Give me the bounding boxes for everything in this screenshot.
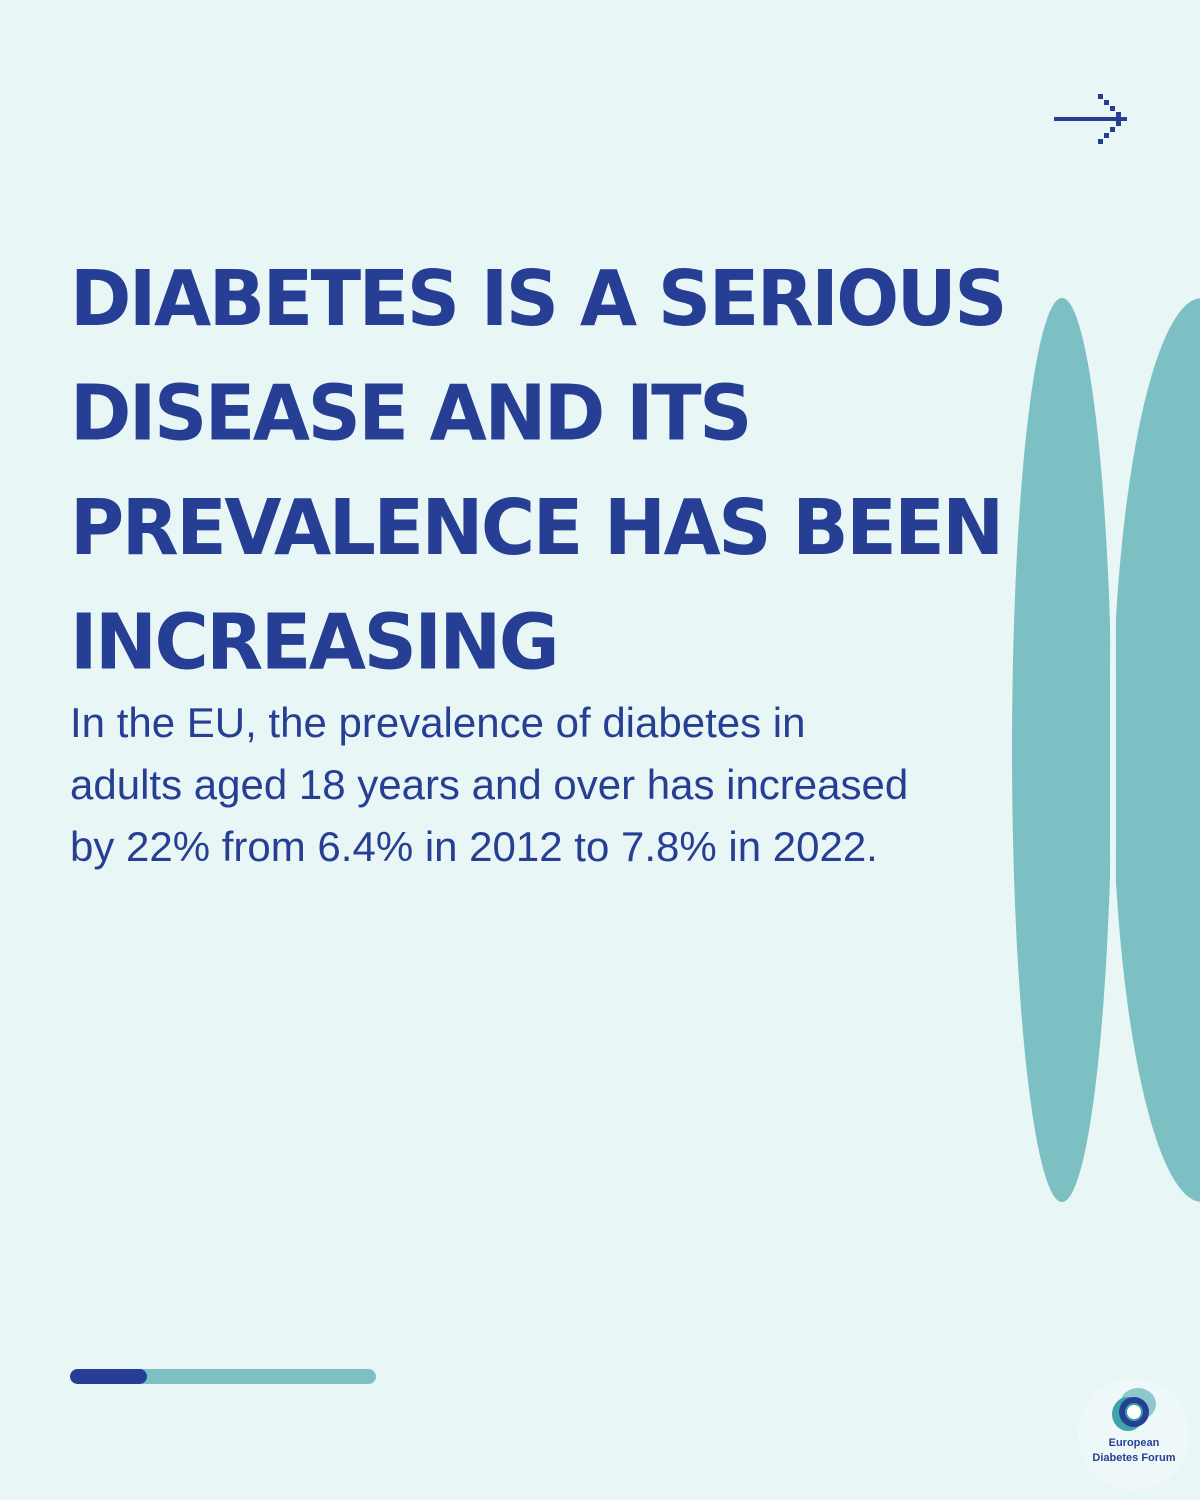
headline-line: INCREASING [70, 597, 560, 688]
headline: DIABETES IS A SERIOUS DISEASE AND ITS PR… [70, 242, 1030, 700]
headline-line: PREVALENCE HAS BEEN [70, 483, 1004, 573]
logo-text-line: Diabetes Forum [1092, 1452, 1176, 1464]
carousel-progress-fill [70, 1369, 147, 1384]
body-line: adults aged 18 years and over has increa… [70, 761, 909, 808]
body-line: by 22% from 6.4% in 2012 to 7.8% in 2022… [70, 823, 878, 870]
european-diabetes-forum-logo: European Diabetes Forum [1078, 1378, 1190, 1490]
decorative-ellipse-right [1112, 298, 1200, 1202]
ellipse-gap [1110, 340, 1116, 1180]
logo-text: European Diabetes Forum [1078, 1436, 1190, 1466]
body-line: In the EU, the prevalence of diabetes in [70, 699, 806, 746]
headline-line: DISEASE AND ITS [70, 368, 752, 459]
logo-text-line: European [1108, 1437, 1160, 1449]
body-text: In the EU, the prevalence of diabetes in… [70, 692, 1080, 878]
headline-line: DIABETES IS A SERIOUS [70, 254, 1008, 344]
logo-mark-icon [1112, 1388, 1156, 1431]
arrow-right-icon[interactable] [1050, 88, 1136, 152]
carousel-progress-bar [70, 1369, 376, 1384]
